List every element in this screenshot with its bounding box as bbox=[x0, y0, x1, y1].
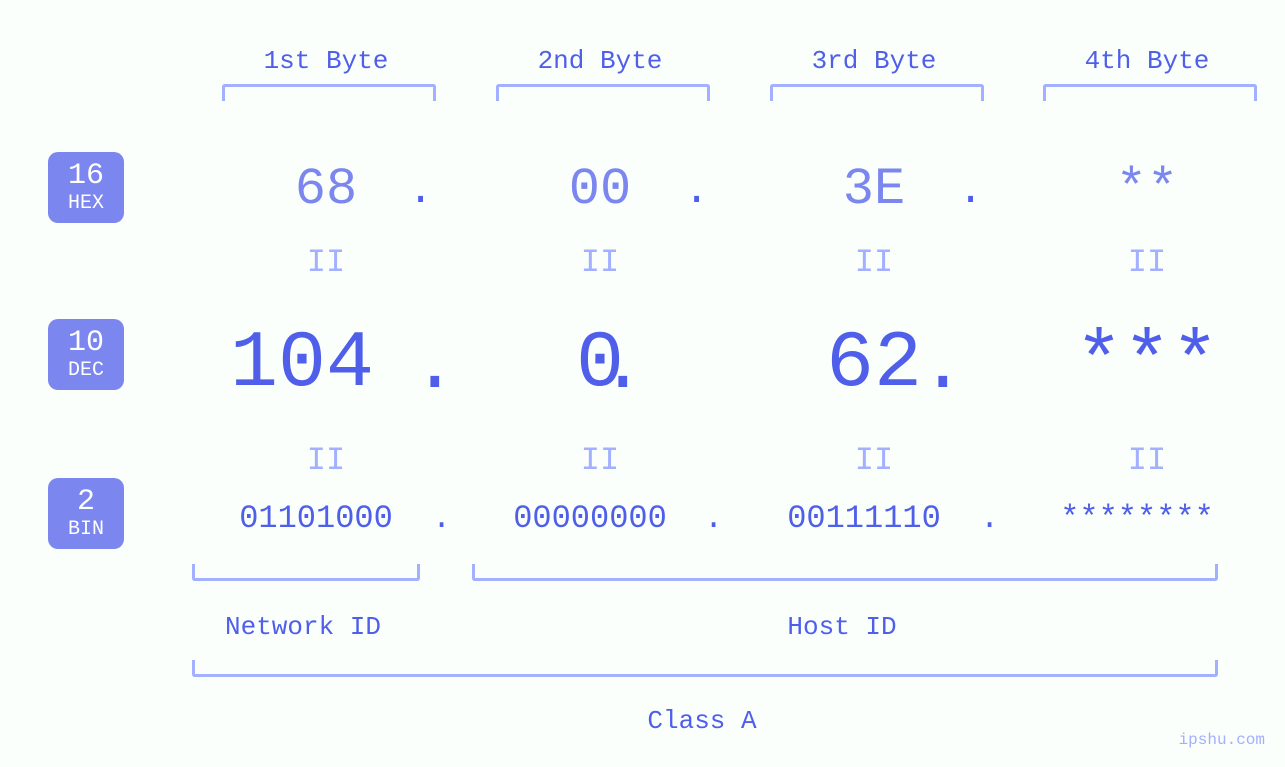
class-label: Class A bbox=[192, 706, 1212, 736]
byte-header-3: 3rd Byte bbox=[750, 46, 998, 76]
dec-dot-2: . bbox=[600, 324, 646, 410]
network-id-label: Network ID bbox=[192, 612, 414, 642]
hex-dot-1: . bbox=[408, 167, 433, 215]
class-bracket bbox=[192, 660, 1218, 677]
dec-dot-1: . bbox=[412, 324, 458, 410]
byte-header-4: 4th Byte bbox=[1023, 46, 1271, 76]
bin-dot-2: . bbox=[704, 500, 723, 537]
eq-top-3: II bbox=[750, 244, 998, 281]
badge-bin-label: BIN bbox=[48, 519, 124, 541]
badge-bin: 2 BIN bbox=[48, 478, 124, 549]
byte-bracket-3 bbox=[770, 84, 984, 101]
byte-header-1: 1st Byte bbox=[202, 46, 450, 76]
bin-byte-2: 00000000 bbox=[466, 500, 714, 537]
badge-dec-label: DEC bbox=[48, 360, 124, 382]
badge-hex-label: HEX bbox=[48, 193, 124, 215]
hex-dot-3: . bbox=[958, 167, 983, 215]
host-id-label: Host ID bbox=[472, 612, 1212, 642]
host-id-bracket bbox=[472, 564, 1218, 581]
byte-header-2: 2nd Byte bbox=[476, 46, 724, 76]
network-id-bracket bbox=[192, 564, 420, 581]
bin-dot-1: . bbox=[432, 500, 451, 537]
byte-bracket-1 bbox=[222, 84, 436, 101]
dec-byte-4: *** bbox=[1023, 319, 1271, 410]
badge-hex-base: 16 bbox=[48, 160, 124, 193]
eq-bot-4: II bbox=[1023, 442, 1271, 479]
bin-byte-1: 01101000 bbox=[192, 500, 440, 537]
dec-byte-1: 104 bbox=[202, 319, 402, 410]
eq-top-1: II bbox=[202, 244, 450, 281]
byte-bracket-4 bbox=[1043, 84, 1257, 101]
badge-dec: 10 DEC bbox=[48, 319, 124, 390]
badge-dec-base: 10 bbox=[48, 327, 124, 360]
bin-byte-3: 00111110 bbox=[740, 500, 988, 537]
eq-top-4: II bbox=[1023, 244, 1271, 281]
dec-dot-3: . bbox=[920, 324, 966, 410]
hex-byte-4: ** bbox=[1023, 160, 1271, 219]
badge-hex: 16 HEX bbox=[48, 152, 124, 223]
watermark: ipshu.com bbox=[1179, 731, 1265, 749]
eq-top-2: II bbox=[476, 244, 724, 281]
bin-byte-4: ******** bbox=[1013, 500, 1261, 537]
eq-bot-2: II bbox=[476, 442, 724, 479]
eq-bot-3: II bbox=[750, 442, 998, 479]
eq-bot-1: II bbox=[202, 442, 450, 479]
hex-dot-2: . bbox=[684, 167, 709, 215]
bin-dot-3: . bbox=[980, 500, 999, 537]
byte-bracket-2 bbox=[496, 84, 710, 101]
badge-bin-base: 2 bbox=[48, 486, 124, 519]
